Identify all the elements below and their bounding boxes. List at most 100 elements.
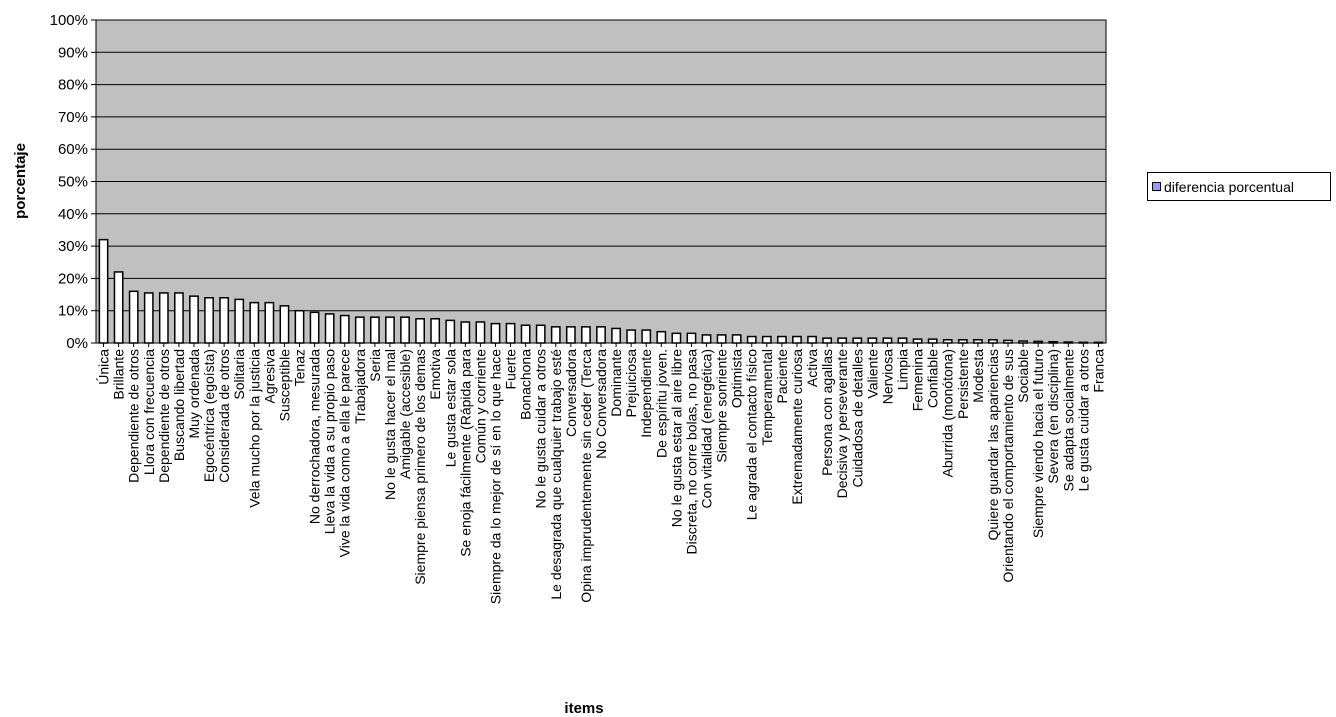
bar (174, 292, 184, 344)
bar (264, 301, 275, 344)
x-tick-label: Tenaz (292, 349, 308, 386)
bar (294, 309, 305, 344)
y-tick-label: 60% (58, 141, 88, 158)
x-tick-label: Única (96, 349, 112, 385)
x-axis-title: items (564, 700, 603, 717)
bar (777, 335, 787, 344)
x-tick-label: Femenina (910, 349, 926, 411)
x-tick-label: Le gusta cuidar a otros (1075, 349, 1091, 491)
bar (249, 301, 260, 344)
legend-swatch (1152, 182, 1161, 191)
x-tick-label: Vive la vida como a ella le parece (337, 349, 353, 558)
x-tick-label: Llora con frecuencia (141, 349, 157, 475)
x-tick-label: Siempre viendo hacia el futuro (1030, 349, 1046, 538)
x-tick-label: Dominante (608, 349, 624, 417)
y-tick-label: 20% (58, 270, 88, 287)
x-tick-label: Se adapta socialmente (1060, 349, 1076, 492)
x-tick-label: Susceptible (276, 349, 292, 422)
x-tick-label: Quiere guardar las apariencias (985, 349, 1001, 540)
bar (957, 339, 968, 344)
bar (837, 337, 848, 344)
x-tick-label: Opina imprudentemente sin ceder (Terca (578, 349, 594, 603)
bar (882, 337, 893, 344)
x-tick-label: Emotiva (427, 349, 443, 400)
x-tick-label: Orientando el comportamiento de sus (1000, 349, 1016, 582)
x-tick-label: No derrochadora, mesurada (307, 349, 323, 524)
bar (822, 337, 833, 344)
bar (1018, 340, 1028, 344)
x-tick-label: Agresiva (261, 349, 277, 404)
x-tick-label: No le gusta cuidar a otros (533, 349, 549, 509)
x-tick-label: De espíritu joven. (653, 349, 669, 458)
legend: diferencia porcentual (1147, 172, 1331, 201)
x-tick-label: Independiente (638, 349, 654, 438)
x-tick-label: Siempre sonriente (714, 349, 730, 463)
x-tick-label: Franca (1090, 349, 1106, 393)
x-tick-label: Prejuiciosa (623, 349, 639, 418)
x-tick-label: Cuidadosa de detalles (849, 349, 865, 488)
x-tick-label: Común y corriente (472, 349, 488, 464)
bar (701, 334, 712, 344)
bar (792, 335, 802, 344)
bar (565, 326, 576, 344)
bar (852, 337, 863, 344)
x-tick-label: Sociable (1015, 349, 1031, 403)
x-tick-label: Temperamental (759, 349, 775, 446)
y-tick-label: 0% (66, 335, 88, 352)
bar (686, 332, 697, 344)
x-tick-label: Decisiva y perseverante (834, 349, 850, 499)
bar (550, 326, 561, 344)
bar (339, 314, 350, 344)
bar (354, 316, 365, 344)
bar (415, 318, 425, 344)
bar (535, 324, 546, 344)
x-tick-label: Buscando libertad (171, 349, 187, 461)
x-tick-label: Optimista (729, 349, 745, 408)
x-tick-label: Activa (804, 349, 820, 387)
x-tick-label: Conversadora (563, 349, 579, 437)
bar (596, 326, 606, 344)
bar (309, 311, 320, 344)
x-tick-label: Le gusta estar sola (442, 349, 458, 468)
x-tick-label: Trabajadora (352, 349, 368, 424)
bar (731, 334, 742, 344)
y-tick-label: 90% (58, 44, 88, 61)
x-tick-label: Dependiente de otros (126, 349, 142, 483)
x-tick-label: Persona con agallas (819, 349, 835, 476)
x-tick-label: Solitaria (231, 349, 247, 400)
x-tick-label: Muy ordenada (186, 349, 202, 439)
bar (988, 339, 998, 344)
bar (128, 290, 139, 344)
x-tick-label: Limpia (894, 349, 910, 390)
x-tick-label: Siempre da lo mejor de sí en lo que hace (487, 349, 503, 604)
bar (761, 335, 772, 344)
bar (1093, 341, 1104, 344)
bar (1048, 340, 1059, 344)
bar (927, 338, 938, 344)
x-tick-label: No le gusta hacer el mal (382, 349, 398, 500)
x-tick-label: Fuerte (503, 349, 519, 390)
y-axis-ticks: 0% 10% 20% 30% 40% 50% 60% 70% 80% 90% 100% (50, 12, 96, 352)
x-tick-label: Le agrada el contacto físico (744, 349, 760, 520)
bar (912, 338, 923, 344)
gridlines (96, 19, 1106, 344)
legend-label: diferencia porcentual (1164, 178, 1294, 195)
bar (204, 297, 214, 344)
bar (807, 335, 817, 344)
y-tick-label: 30% (58, 238, 88, 255)
bar (656, 330, 667, 344)
y-tick-label: 40% (58, 206, 88, 223)
y-axis-title: porcentaje (12, 143, 29, 219)
bar (400, 316, 410, 344)
bar (716, 334, 727, 344)
bar (746, 335, 757, 344)
bar (430, 318, 441, 344)
bar (671, 332, 682, 344)
bar (460, 321, 471, 344)
bar (113, 271, 124, 344)
bar (158, 292, 169, 344)
x-tick-label: No le gusta estar al aire libre (668, 349, 684, 527)
x-tick-label: Nerviosa (879, 349, 895, 404)
bar (324, 313, 335, 344)
bar (279, 305, 290, 344)
